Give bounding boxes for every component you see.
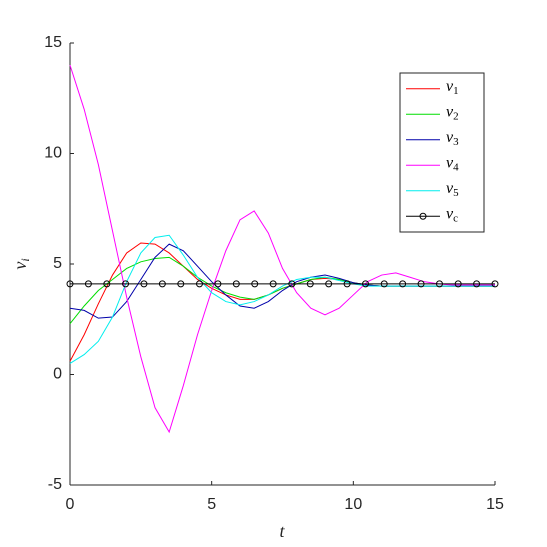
legend-label: vc <box>446 205 458 224</box>
x-tick-label: 5 <box>207 496 216 513</box>
legend-box <box>399 72 485 233</box>
y-tick-label: 5 <box>53 255 62 272</box>
series-line <box>69 64 495 434</box>
legend-label: v5 <box>446 179 459 198</box>
series-marker <box>491 280 499 288</box>
x-axis-label: t <box>279 521 285 541</box>
y-tick-label: 0 <box>53 366 62 383</box>
x-tick-label: 10 <box>344 496 362 513</box>
series-marker <box>214 280 222 288</box>
series-marker <box>195 280 203 288</box>
series-marker <box>306 280 314 288</box>
series-marker <box>325 280 333 288</box>
x-tick-label: 0 <box>66 496 75 513</box>
legend: v1 v2 v3 v4 v5 vc <box>399 72 485 233</box>
series-marker <box>269 280 277 288</box>
series-marker <box>140 280 148 288</box>
y-tick-label: 15 <box>44 34 62 51</box>
y-tick-label: -5 <box>48 476 62 493</box>
series-marker <box>288 280 296 288</box>
series-marker <box>343 280 351 288</box>
x-tick-label: 15 <box>486 496 504 513</box>
series-marker <box>232 280 240 288</box>
legend-label: v2 <box>446 103 459 122</box>
series-marker <box>66 280 74 288</box>
series-marker <box>454 280 462 288</box>
series-marker <box>251 280 259 288</box>
series-marker <box>103 280 111 288</box>
series-marker <box>435 280 443 288</box>
series-marker <box>177 280 185 288</box>
series-marker <box>399 280 407 288</box>
y-axis-label: vi <box>10 258 32 269</box>
series-marker <box>417 280 425 288</box>
series-marker <box>158 280 166 288</box>
legend-label: v4 <box>446 154 459 173</box>
series-marker <box>473 280 481 288</box>
y-tick-label: 10 <box>44 145 62 162</box>
series-marker <box>380 280 388 288</box>
series-line <box>69 234 495 364</box>
legend-label: v3 <box>446 128 459 147</box>
legend-marker <box>419 212 427 220</box>
series-marker <box>362 280 370 288</box>
series-marker <box>84 280 92 288</box>
legend-label: v1 <box>446 77 459 96</box>
series-marker <box>122 280 130 288</box>
